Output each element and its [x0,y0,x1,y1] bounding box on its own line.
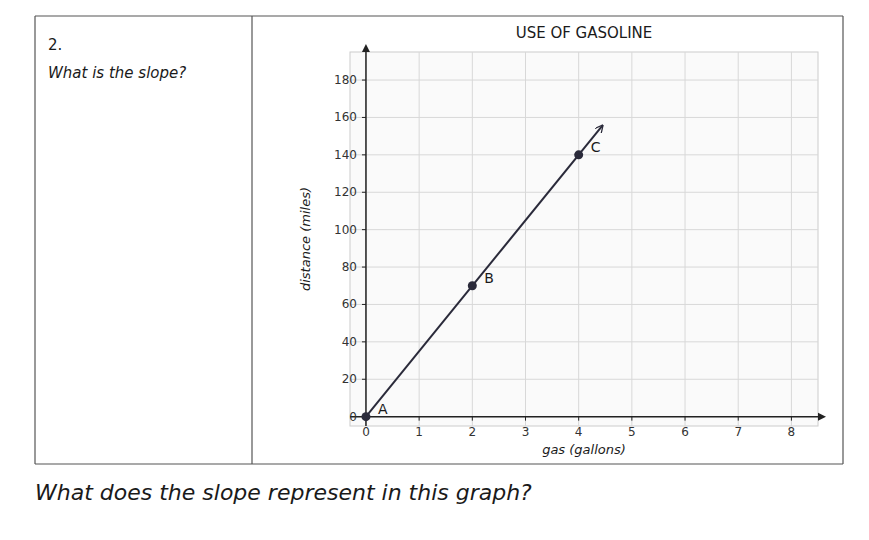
panel-border [251,16,252,464]
y-tick-label: 40 [342,335,357,349]
data-point [574,150,583,159]
x-tick [791,417,792,421]
x-grid-line [578,52,579,426]
y-grid-line [350,379,818,380]
panel-border [35,463,843,464]
x-axis-label: gas (gallons) [542,442,626,457]
question-text: What is the slope? [48,64,186,82]
y-grid-line [350,304,818,305]
y-tick-label: 0 [349,410,357,424]
point-label: C [591,139,601,155]
y-axis-arrow [362,44,370,52]
y-grid-line [350,192,818,193]
x-tick [525,417,526,421]
x-tick-label: 1 [415,425,423,439]
x-axis-arrow [818,413,826,421]
panel-border [842,16,843,464]
y-grid-line [350,267,818,268]
x-grid-line [419,52,420,426]
x-tick [631,417,632,421]
plot-area [350,52,818,426]
y-axis-label: distance (miles) [298,187,313,291]
x-tick-label: 5 [628,425,636,439]
panel-borders [35,16,843,464]
data-point [361,412,370,421]
x-grid-line [631,52,632,426]
x-tick [685,417,686,421]
grid [350,52,818,426]
point-label: B [484,270,494,286]
y-tick-label: 140 [334,148,357,162]
y-axis-line [365,52,367,426]
point-labels: A B C [378,139,601,417]
panel-border [35,15,843,16]
y-tick-label: 20 [342,372,357,386]
y-tick [362,304,366,305]
y-grid-line [350,154,818,155]
y-tick [362,267,366,268]
data-layer [361,125,602,421]
y-tick [362,192,366,193]
x-tick-label: 2 [468,425,476,439]
panel-border [34,16,35,464]
y-tick [362,154,366,155]
chart-title: USE OF GASOLINE [516,24,653,42]
question-number: 2. [48,36,62,54]
y-tick-label: 100 [334,223,357,237]
y-tick-label: 60 [342,297,357,311]
y-grid-line [350,229,818,230]
x-axis-line [350,416,818,418]
x-tick [419,417,420,421]
data-line [366,125,603,416]
y-grid-line [350,80,818,81]
x-grid-line [791,52,792,426]
y-tick-label: 160 [334,110,357,124]
y-grid-line [350,117,818,118]
y-tick [362,229,366,230]
y-tick-label: 180 [334,73,357,87]
chart-container: 2. What is the slope? What does the slope … [0,0,869,540]
x-grid-line [685,52,686,426]
point-label: A [378,401,388,417]
y-tick-label: 120 [334,185,357,199]
x-grid-line [472,52,473,426]
x-tick-label: 0 [362,425,370,439]
x-tick [578,417,579,421]
axes [350,44,826,426]
x-tick-label: 6 [681,425,689,439]
x-tick [738,417,739,421]
x-tick-label: 7 [734,425,742,439]
x-grid-line [738,52,739,426]
y-tick [362,117,366,118]
x-tick-label: 4 [575,425,583,439]
y-tick [362,379,366,380]
ticks: 012345678020406080100120140160180 [334,73,795,439]
data-point [468,281,477,290]
y-grid-line [350,416,818,417]
x-tick-label: 8 [788,425,796,439]
x-grid-line [525,52,526,426]
y-tick [362,341,366,342]
x-grid-line [365,52,366,426]
bottom-question: What does the slope represent in this gr… [35,480,532,505]
chart-svg: 2. What is the slope? What does the slope … [0,0,869,540]
y-grid-line [350,341,818,342]
x-tick-label: 3 [522,425,530,439]
y-tick-label: 80 [342,260,357,274]
x-tick [472,417,473,421]
y-tick [362,80,366,81]
